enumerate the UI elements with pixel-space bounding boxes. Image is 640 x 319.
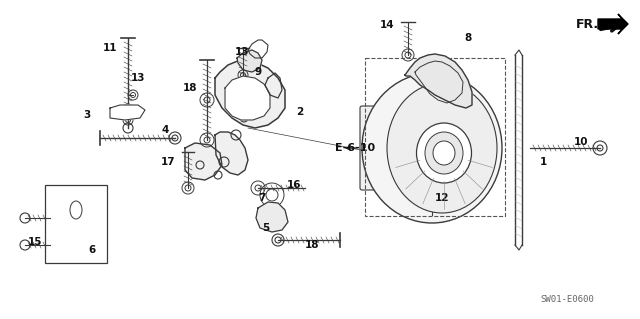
Text: 17: 17 (161, 157, 175, 167)
Text: 18: 18 (183, 83, 197, 93)
Text: 5: 5 (262, 223, 269, 233)
Text: 18: 18 (305, 240, 319, 250)
Ellipse shape (362, 73, 502, 223)
Ellipse shape (433, 141, 455, 165)
Bar (45, 185, 107, 263)
Text: 16: 16 (287, 180, 301, 190)
Polygon shape (598, 14, 628, 34)
Text: 4: 4 (161, 125, 169, 135)
Polygon shape (110, 105, 145, 120)
Polygon shape (225, 76, 270, 120)
Ellipse shape (425, 132, 463, 174)
Text: FR.: FR. (576, 18, 599, 31)
Ellipse shape (417, 123, 472, 183)
Text: 1: 1 (540, 157, 547, 167)
Polygon shape (237, 50, 262, 72)
Text: 2: 2 (296, 107, 303, 117)
Text: 3: 3 (83, 110, 91, 120)
Text: 9: 9 (255, 67, 262, 77)
FancyBboxPatch shape (360, 106, 419, 190)
Polygon shape (256, 202, 288, 232)
Text: 10: 10 (573, 137, 588, 147)
Text: SW01-E0600: SW01-E0600 (540, 295, 594, 305)
Text: 13: 13 (131, 73, 145, 83)
Text: 15: 15 (28, 237, 42, 247)
Text: 11: 11 (103, 43, 117, 53)
Bar (365, 58, 505, 216)
Text: 7: 7 (259, 193, 266, 203)
Text: 12: 12 (435, 193, 449, 203)
Ellipse shape (70, 201, 82, 219)
Ellipse shape (387, 83, 497, 213)
Polygon shape (405, 54, 472, 108)
Polygon shape (215, 132, 248, 175)
Polygon shape (215, 60, 285, 128)
Text: 6: 6 (88, 245, 95, 255)
Text: 13: 13 (235, 47, 249, 57)
Polygon shape (185, 143, 222, 180)
Text: 8: 8 (465, 33, 472, 43)
Text: E-6-10: E-6-10 (335, 143, 375, 153)
Text: 14: 14 (380, 20, 394, 30)
